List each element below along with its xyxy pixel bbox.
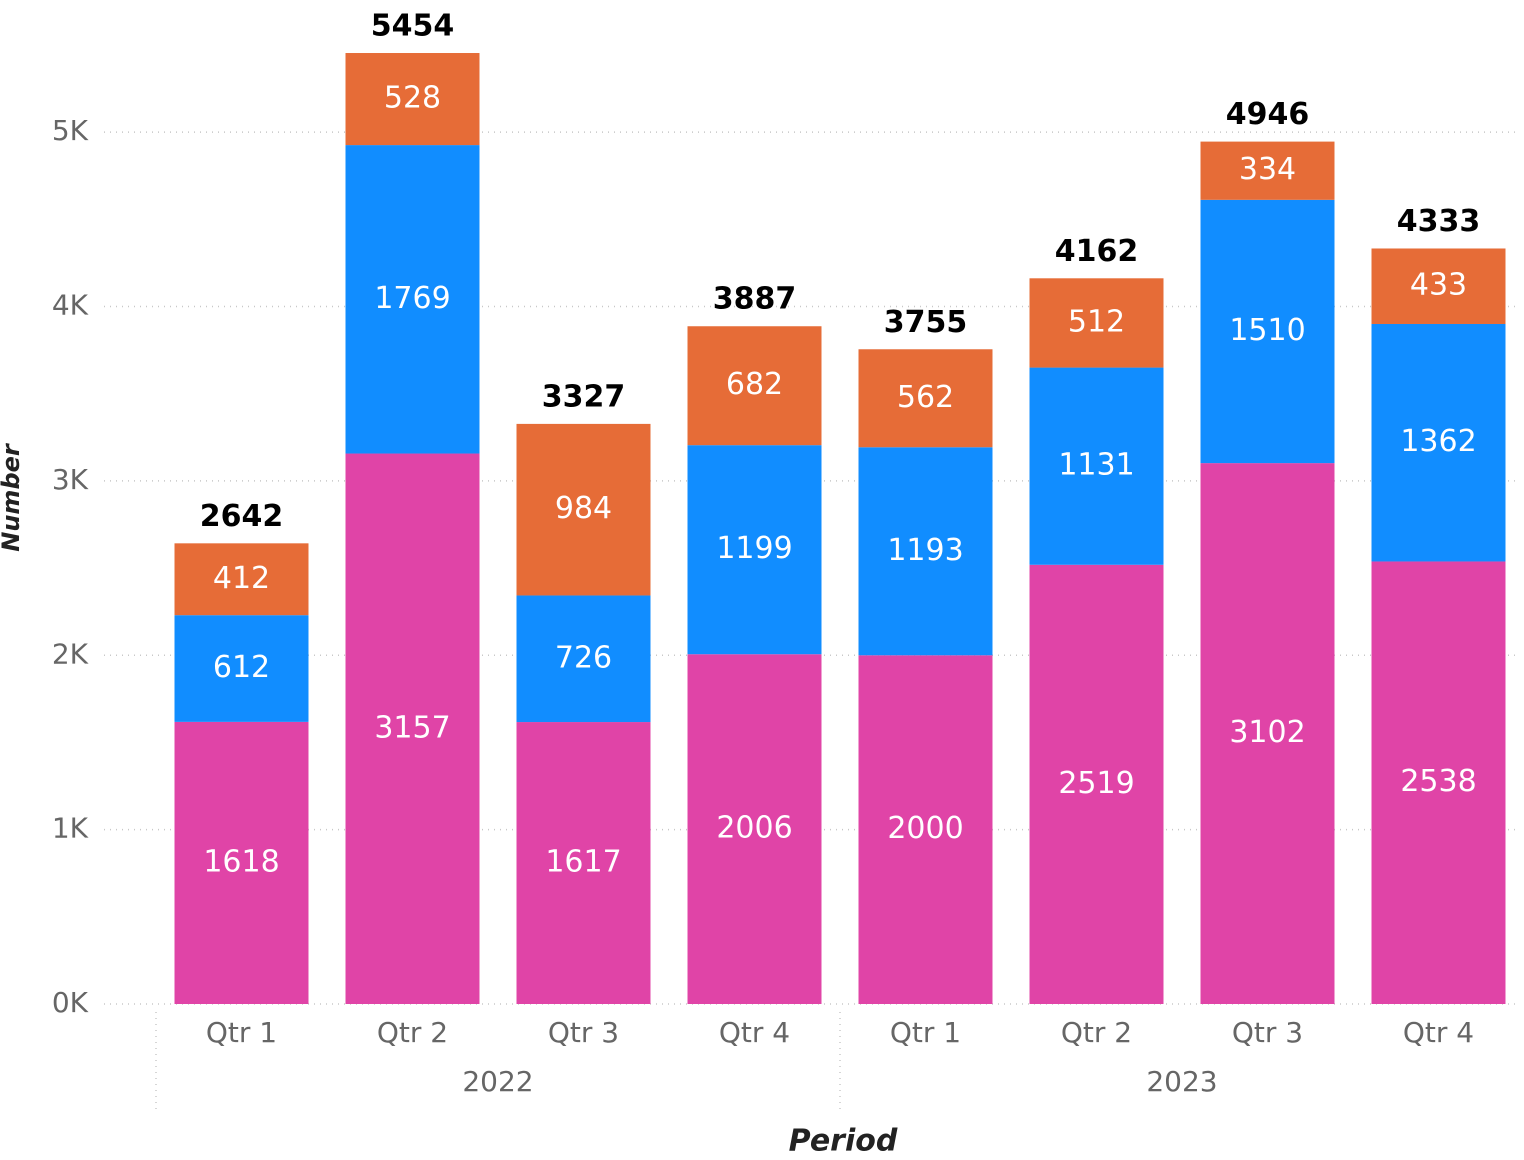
group-label: 2022	[462, 1065, 533, 1098]
x-tick-label: Qtr 2	[377, 1016, 448, 1049]
y-tick-label: 3K	[52, 463, 89, 496]
group-label: 2023	[1146, 1065, 1217, 1098]
value-label: 682	[726, 367, 783, 402]
bar-segment	[174, 615, 309, 722]
y-tick-label: 5K	[52, 114, 89, 147]
y-tick-label: 1K	[52, 812, 89, 845]
total-label: 2642	[200, 499, 284, 534]
y-axis-title: Number	[0, 442, 25, 552]
bar-segment	[1200, 141, 1335, 200]
x-axis-title: Period	[789, 1124, 898, 1159]
total-label: 4333	[1397, 204, 1481, 239]
total-label: 4946	[1226, 97, 1310, 132]
value-label: 2000	[887, 811, 963, 846]
bar-segment	[687, 326, 822, 446]
value-label: 984	[555, 491, 612, 526]
value-label: 433	[1410, 268, 1467, 303]
value-label: 3102	[1229, 715, 1305, 750]
bar-segment	[516, 595, 651, 723]
value-label: 1362	[1400, 424, 1476, 459]
value-label: 1617	[545, 845, 621, 880]
value-label: 1618	[203, 844, 279, 879]
total-label: 3887	[713, 282, 797, 317]
bar-segment	[1200, 463, 1335, 1004]
x-tick-label: Qtr 4	[719, 1016, 790, 1049]
bar-segment	[1371, 248, 1506, 324]
bar-segment	[174, 543, 309, 616]
value-label: 612	[213, 650, 270, 685]
bar-segment	[858, 447, 993, 656]
y-tick-label: 0K	[52, 986, 89, 1019]
bar-segment	[1371, 561, 1506, 1004]
value-label: 1769	[374, 281, 450, 316]
value-label: 528	[384, 81, 441, 116]
x-tick-label: Qtr 1	[890, 1016, 961, 1049]
value-label: 726	[555, 640, 612, 675]
value-label: 562	[897, 380, 954, 415]
value-label: 2006	[716, 811, 792, 846]
x-tick-label: Qtr 3	[548, 1016, 619, 1049]
value-label: 1199	[716, 531, 792, 566]
value-label: 2519	[1058, 766, 1134, 801]
bar-segment	[516, 722, 651, 1004]
value-label: 1131	[1058, 448, 1134, 483]
x-tick-label: Qtr 3	[1232, 1016, 1303, 1049]
y-tick-label: 2K	[52, 637, 89, 670]
bar-segment	[516, 423, 651, 596]
value-label: 512	[1068, 304, 1125, 339]
bar-segment	[858, 349, 993, 448]
bar-segment	[1200, 199, 1335, 464]
total-label: 5454	[371, 9, 455, 44]
bar-segment	[687, 445, 822, 655]
bar-segment	[345, 453, 480, 1004]
bar-segment	[687, 654, 822, 1004]
value-label: 2538	[1400, 764, 1476, 799]
x-tick-label: Qtr 4	[1403, 1016, 1474, 1049]
total-label: 3755	[884, 305, 968, 340]
bar-segment	[345, 145, 480, 454]
value-label: 1193	[887, 533, 963, 568]
bar-segment	[1029, 278, 1164, 368]
bar-segment	[858, 655, 993, 1004]
x-tick-label: Qtr 2	[1061, 1016, 1132, 1049]
bar-segment	[1371, 323, 1506, 562]
value-label: 3157	[374, 710, 450, 745]
value-label: 334	[1239, 152, 1296, 187]
total-label: 4162	[1055, 234, 1139, 269]
bar-segment	[174, 721, 309, 1004]
value-label: 412	[213, 561, 270, 596]
total-label: 3327	[542, 379, 626, 414]
value-label: 1510	[1229, 313, 1305, 348]
x-tick-label: Qtr 1	[206, 1016, 277, 1049]
bar-segment	[1029, 367, 1164, 565]
bar-segment	[1029, 564, 1164, 1004]
y-tick-label: 4K	[52, 289, 89, 322]
bar-segment	[345, 53, 480, 146]
